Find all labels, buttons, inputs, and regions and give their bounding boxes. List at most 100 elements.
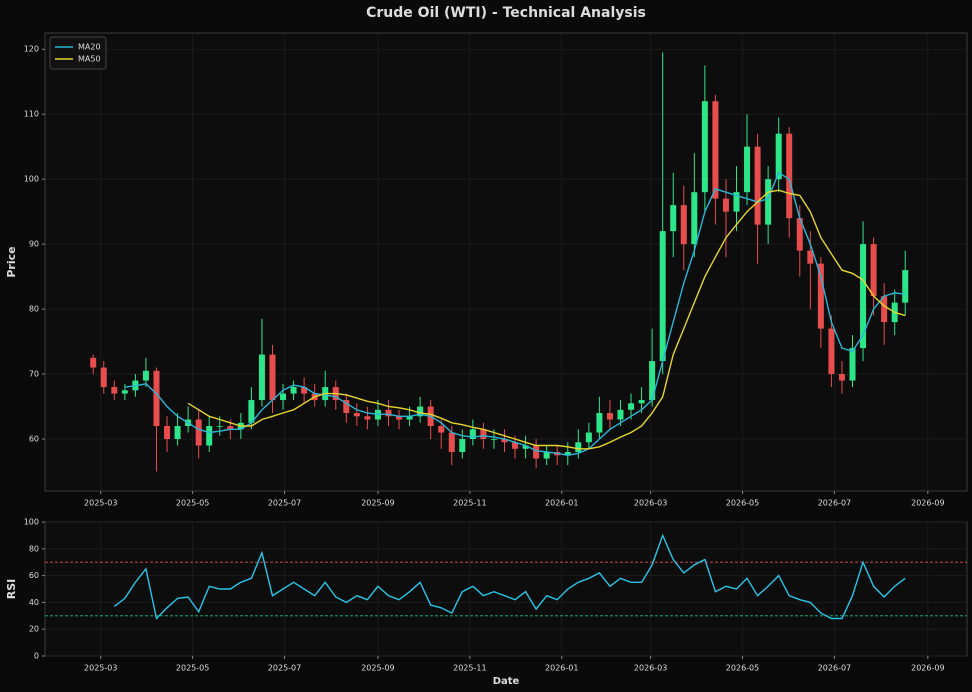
candle-body <box>522 445 529 449</box>
x-tick-label: 2026-07 <box>818 499 851 508</box>
x-tick-label: 2025-11 <box>453 499 486 508</box>
candle-body <box>659 231 666 362</box>
y-tick-label: 110 <box>24 110 39 119</box>
candle-body <box>142 370 149 381</box>
candle-body <box>786 133 793 219</box>
candle-body <box>459 439 466 453</box>
y-tick-label: 80 <box>29 305 39 314</box>
y-tick-label: 40 <box>29 598 39 607</box>
candle-body <box>754 146 761 225</box>
candle-body <box>216 426 223 427</box>
x-tick-label: 2025-07 <box>268 499 301 508</box>
candle-body <box>596 413 603 433</box>
candle-body <box>564 452 571 456</box>
candle-body <box>765 179 772 225</box>
candle-body <box>585 432 592 443</box>
candle-body <box>417 406 424 417</box>
legend-label: MA50 <box>78 55 101 64</box>
plot-area <box>44 521 968 657</box>
candle-body <box>121 390 128 394</box>
candle-body <box>575 442 582 453</box>
candle-body <box>269 354 276 401</box>
plot-area <box>44 32 968 492</box>
candle-body <box>881 296 888 323</box>
x-tick-label: 2026-09 <box>911 664 944 673</box>
y-tick-label: 120 <box>24 45 39 54</box>
candle-body <box>469 429 476 440</box>
y-tick-label: 90 <box>29 240 39 249</box>
y-tick-label: 80 <box>29 544 39 553</box>
candle-body <box>174 426 181 440</box>
x-tick-label: 2025-03 <box>84 664 117 673</box>
candle-body <box>301 387 308 394</box>
candle-body <box>860 244 867 349</box>
candle-body <box>90 357 97 368</box>
candle-body <box>817 263 824 329</box>
x-tick-label: 2025-07 <box>268 664 301 673</box>
legend-label: MA20 <box>78 43 101 52</box>
candle-body <box>701 101 708 193</box>
candle-body <box>111 387 118 394</box>
x-tick-label: 2025-09 <box>361 499 394 508</box>
candle-body <box>828 328 835 375</box>
x-tick-label: 2025-05 <box>176 499 209 508</box>
x-tick-label: 2026-03 <box>634 664 667 673</box>
x-tick-label: 2026-03 <box>634 499 667 508</box>
x-tick-label: 2026-05 <box>726 664 759 673</box>
x-tick-label: 2026-05 <box>726 499 759 508</box>
candle-body <box>153 370 160 427</box>
x-tick-label: 2026-09 <box>911 499 944 508</box>
ma-line <box>124 171 906 457</box>
candle-body <box>501 439 508 443</box>
x-tick-label: 2025-11 <box>453 664 486 673</box>
y-tick-label: 100 <box>24 175 39 184</box>
candle-body <box>364 416 371 420</box>
candle-body <box>744 146 751 193</box>
y-tick-label: 60 <box>29 571 39 580</box>
legend-box <box>49 36 107 70</box>
candle-body <box>722 198 729 212</box>
candle-body <box>617 409 624 420</box>
candle-body <box>290 387 297 394</box>
candle-body <box>870 244 877 297</box>
candle-body <box>512 442 519 449</box>
y-tick-label: 60 <box>29 435 39 444</box>
x-tick-label: 2026-01 <box>545 499 578 508</box>
candle-body <box>533 445 540 459</box>
candle-body <box>490 439 497 440</box>
candle-body <box>902 270 909 303</box>
candle-body <box>543 452 550 459</box>
candle-body <box>448 432 455 453</box>
candle-body <box>438 426 445 433</box>
candle-body <box>638 400 645 404</box>
candle-body <box>807 250 814 264</box>
candle-body <box>733 192 740 212</box>
candle-body <box>712 101 719 199</box>
candle-body <box>280 393 287 401</box>
x-tick-label: 2025-03 <box>84 499 117 508</box>
candle-body <box>680 205 687 245</box>
candle-body <box>385 409 392 417</box>
x-axis-label: Date <box>493 676 520 687</box>
candle-body <box>691 192 698 245</box>
x-tick-label: 2026-07 <box>818 664 851 673</box>
candle-body <box>406 416 413 420</box>
candle-body <box>628 403 635 410</box>
candle-body <box>796 218 803 251</box>
candle-body <box>775 133 782 180</box>
ma-line <box>187 189 906 450</box>
y-tick-label: 100 <box>24 518 39 527</box>
candle-body <box>353 413 360 417</box>
candle-body <box>649 361 656 401</box>
y-tick-label: 70 <box>29 370 39 379</box>
y-axis-label: Price <box>5 246 18 277</box>
candle-body <box>248 400 255 423</box>
rsi-line <box>113 533 906 620</box>
candle-body <box>396 416 403 420</box>
candle-body <box>838 374 845 381</box>
candle-body <box>195 419 202 446</box>
candle-body <box>849 348 856 381</box>
candle-body <box>164 426 171 440</box>
